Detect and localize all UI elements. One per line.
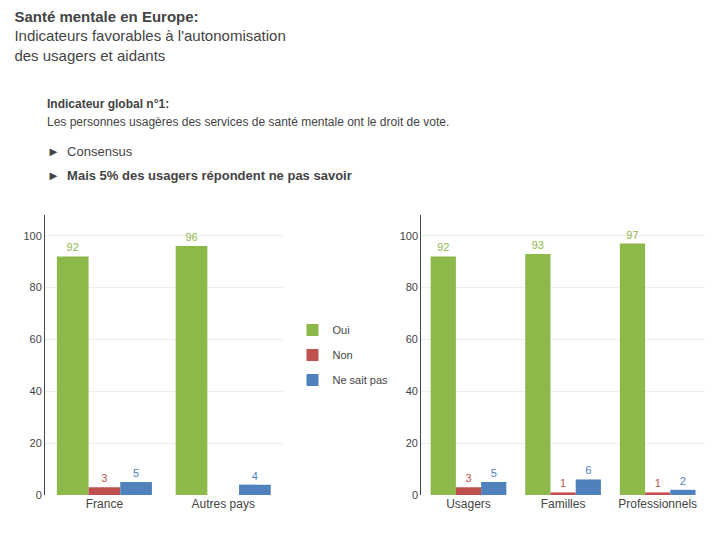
svg-text:20: 20 (406, 437, 418, 449)
svg-text:Autres pays: Autres pays (192, 497, 255, 511)
svg-text:80: 80 (406, 281, 418, 293)
svg-text:93: 93 (532, 239, 544, 251)
svg-text:Usagers: Usagers (446, 497, 491, 511)
svg-text:Ne sait pas: Ne sait pas (333, 374, 389, 386)
svg-text:Indicateur global n°1:: Indicateur global n°1: (47, 97, 169, 111)
svg-text:Familles: Familles (541, 497, 586, 511)
svg-text:France: France (86, 497, 124, 511)
svg-text:100: 100 (400, 230, 418, 242)
svg-text:40: 40 (406, 385, 418, 397)
svg-text:3: 3 (465, 472, 471, 484)
svg-text:1: 1 (560, 477, 566, 489)
svg-text:0: 0 (36, 489, 42, 501)
svg-text:4: 4 (252, 470, 258, 482)
svg-text:6: 6 (585, 464, 591, 476)
svg-text:20: 20 (30, 437, 42, 449)
svg-text:Les personnes usagères des ser: Les personnes usagères des services de s… (47, 115, 449, 129)
svg-text:Professionnels: Professionnels (618, 497, 697, 511)
svg-text:5: 5 (133, 467, 139, 479)
svg-text:40: 40 (30, 385, 42, 397)
svg-text:96: 96 (185, 231, 197, 243)
svg-text:97: 97 (626, 229, 638, 241)
svg-text:0: 0 (412, 489, 418, 501)
svg-text:60: 60 (30, 333, 42, 345)
svg-text:1: 1 (655, 477, 661, 489)
svg-text:60: 60 (406, 333, 418, 345)
svg-text:100: 100 (23, 230, 41, 242)
svg-text:► Consensus: ► Consensus (47, 144, 133, 159)
svg-text:Oui: Oui (333, 324, 350, 336)
svg-text:► Mais 5% des usagers réponde: ► Mais 5% des usagers répondent ne pas s… (47, 168, 352, 183)
svg-text:80: 80 (30, 281, 42, 293)
svg-text:3: 3 (101, 472, 107, 484)
svg-text:Santé mentale en Europe:Indica: Santé mentale en Europe:Indicateurs favo… (14, 8, 285, 64)
svg-text:5: 5 (491, 467, 497, 479)
svg-text:92: 92 (437, 241, 449, 253)
svg-text:92: 92 (67, 241, 79, 253)
svg-text:Non: Non (333, 349, 353, 361)
svg-text:2: 2 (680, 475, 686, 487)
